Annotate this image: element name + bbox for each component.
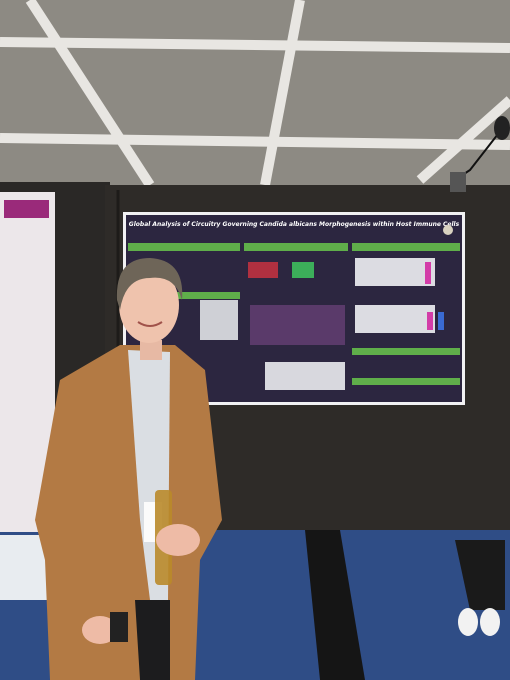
hand	[156, 524, 200, 556]
face	[119, 267, 179, 343]
phone	[110, 612, 128, 642]
hair	[116, 258, 183, 310]
shoe	[480, 608, 500, 636]
ceiling	[0, 0, 510, 190]
person-legs-right	[455, 540, 505, 610]
poster-logo	[443, 225, 453, 235]
ceiling-beams	[0, 0, 510, 188]
poster-title: Global Analysis of Circuitry Governing C…	[129, 221, 460, 228]
lamp	[450, 172, 466, 192]
coat	[35, 345, 222, 680]
hand	[82, 616, 118, 644]
smile	[137, 321, 163, 327]
left-poster-header	[4, 200, 49, 218]
shoe	[458, 608, 478, 636]
poster-sections	[128, 243, 460, 390]
trousers	[135, 600, 170, 680]
lamp-head	[494, 116, 510, 140]
neck	[140, 340, 162, 360]
person-legs	[305, 530, 365, 680]
